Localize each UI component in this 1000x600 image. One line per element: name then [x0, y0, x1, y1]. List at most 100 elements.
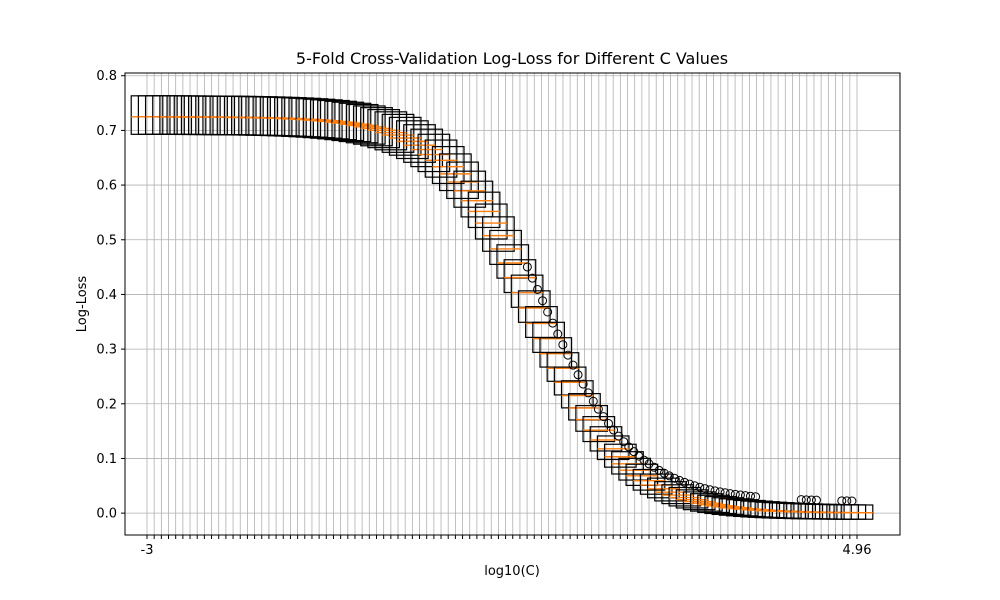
- box: [668, 486, 702, 507]
- box-layer: [130, 95, 874, 520]
- y-tick-label: 0.5: [96, 233, 117, 248]
- outlier-point: [725, 489, 735, 499]
- y-tick-label: 0.6: [96, 179, 117, 194]
- outlier-point: [538, 296, 548, 306]
- outlier-point: [705, 485, 715, 495]
- y-tick-label: 0.0: [96, 507, 117, 522]
- outlier-point: [847, 496, 857, 506]
- box: [654, 481, 687, 502]
- box: [697, 494, 730, 514]
- y-tick-label: 0.3: [96, 343, 117, 358]
- box: [611, 451, 644, 475]
- outlier-point: [609, 425, 619, 435]
- box: [410, 128, 444, 168]
- box: [682, 491, 716, 511]
- outlier-point: [806, 495, 816, 505]
- outlier-point: [614, 431, 624, 441]
- box: [431, 145, 465, 185]
- box: [453, 170, 487, 208]
- outlier-point: [573, 370, 583, 380]
- outlier-point: [685, 479, 695, 489]
- outlier-point: [619, 437, 629, 447]
- box: [331, 101, 365, 142]
- box: [388, 116, 422, 156]
- box: [324, 100, 358, 141]
- outlier-point: [700, 484, 710, 494]
- outlier-point: [801, 495, 811, 505]
- box: [474, 203, 508, 240]
- box: [460, 180, 494, 218]
- box: [482, 216, 515, 252]
- box: [360, 107, 393, 147]
- box: [317, 99, 350, 140]
- outlier-point: [583, 388, 593, 398]
- outlier-point: [740, 491, 750, 501]
- outlier-point: [842, 496, 852, 506]
- outlier-point: [796, 495, 806, 505]
- outlier-point: [553, 329, 563, 339]
- outlier-point: [751, 492, 761, 502]
- y-tick-label: 0.7: [96, 124, 117, 139]
- box: [424, 139, 458, 178]
- box: [704, 496, 738, 515]
- y-tick-label: 0.4: [96, 288, 117, 303]
- outlier-point: [710, 486, 720, 496]
- outlier-point: [720, 488, 730, 498]
- outlier-point: [664, 471, 674, 481]
- outlier-point: [654, 465, 664, 475]
- grid-layer: [125, 73, 900, 535]
- box: [489, 229, 522, 265]
- box: [403, 124, 436, 163]
- box: [374, 111, 408, 151]
- box: [381, 113, 415, 153]
- box: [417, 133, 451, 173]
- outlier-point: [659, 468, 669, 478]
- outlier-point: [715, 487, 725, 497]
- box: [467, 191, 501, 229]
- outlier-point: [522, 262, 532, 272]
- outlier-point: [837, 496, 847, 506]
- y-axis-label: Log-Loss: [75, 276, 90, 333]
- y-tick-label: 0.1: [96, 452, 117, 467]
- y-tick-label: 0.2: [96, 397, 117, 412]
- outlier-point: [533, 284, 542, 294]
- outlier-point: [598, 412, 608, 422]
- outlier-point: [695, 482, 705, 492]
- y-tick-label: 0.8: [96, 69, 117, 84]
- box: [582, 416, 616, 443]
- outlier-point: [669, 473, 679, 483]
- outlier-point: [746, 491, 755, 501]
- box: [352, 105, 386, 145]
- outlier-point: [624, 442, 634, 452]
- outlier-point: [593, 404, 603, 414]
- box: [345, 103, 379, 144]
- x-axis-label: log10(C): [484, 564, 540, 579]
- box: [596, 435, 630, 461]
- box: [309, 99, 343, 139]
- outlier-point: [568, 360, 578, 370]
- box: [367, 108, 401, 149]
- outlier-point: [563, 350, 573, 360]
- outlier-point: [588, 396, 598, 406]
- outlier-point: [680, 477, 690, 487]
- box: [711, 497, 745, 516]
- outlier-point: [690, 481, 700, 491]
- box: [446, 161, 479, 200]
- outlier-point: [730, 489, 740, 499]
- outlier-point: [527, 273, 537, 283]
- outlier-point: [811, 495, 821, 505]
- box: [639, 473, 673, 495]
- axes-layer: 0.0 0.1 0.2 0.3 0.4 0.5 0.6 0.7 0.8 -3 4.96: [96, 69, 901, 558]
- box: [690, 493, 723, 512]
- chart-title: 5-Fold Cross-Validation Log-Loss for Dif…: [296, 49, 728, 68]
- outlier-point: [548, 318, 558, 328]
- x-tick-label-first: -3: [141, 543, 154, 558]
- outlier-point: [649, 462, 659, 472]
- box: [338, 102, 372, 143]
- x-tick-label-last: 4.96: [843, 543, 872, 558]
- box: [675, 489, 709, 509]
- outlier-point: [604, 419, 613, 429]
- outlier-point: [578, 379, 588, 389]
- outlier-point: [558, 340, 568, 350]
